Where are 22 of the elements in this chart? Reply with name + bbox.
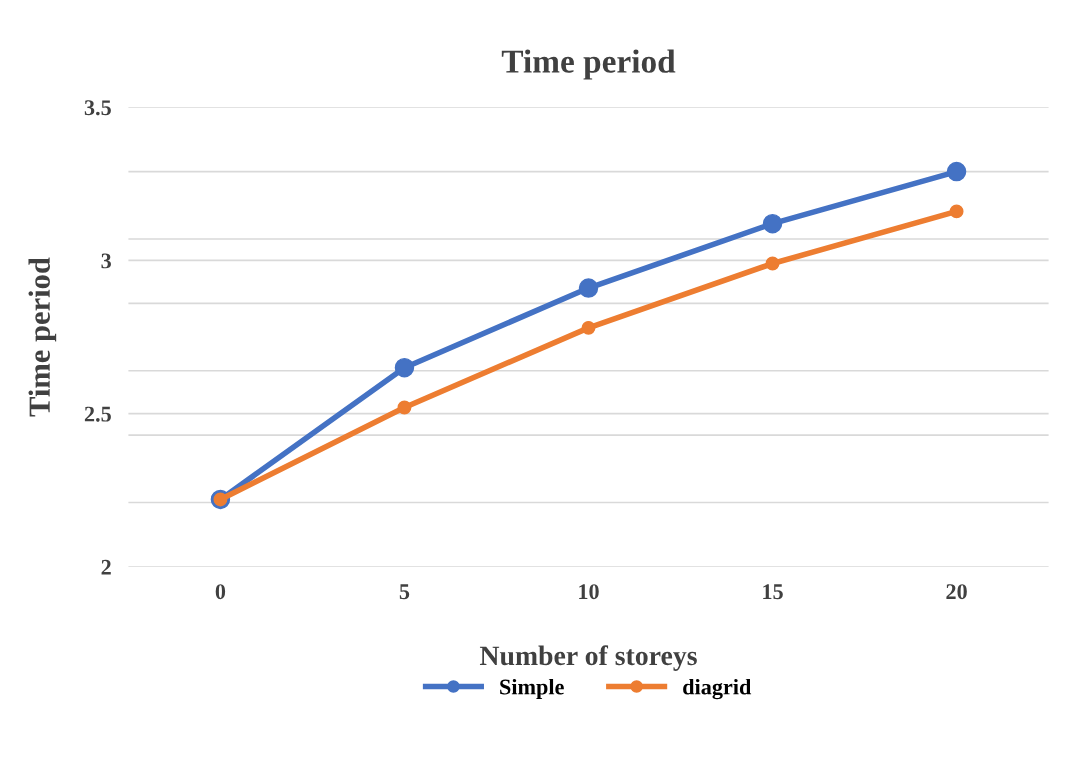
legend-label: Simple [500,678,564,700]
x-tick-label: 20 [946,584,967,600]
y-tick-label: 2 [101,559,111,575]
legend-label: diagrid [683,678,752,700]
x-tick-label: 15 [763,584,783,600]
y-tick-label: 3.5 [84,100,111,116]
x-tick-label: 5 [399,584,410,600]
point [765,256,780,271]
point [946,161,967,182]
point [578,278,599,298]
point [581,320,596,335]
y-tick-label: 2.5 [84,406,111,422]
x-tick-label: 0 [215,584,226,600]
y-axis-title: Time period [28,257,57,417]
point [397,400,412,415]
x-axis-title: Number of storeys [479,645,697,671]
point [394,357,415,378]
point [949,204,964,219]
chart-title: Time period [501,49,676,80]
point [762,213,783,234]
x-tick-label: 10 [579,584,599,600]
y-tick-label: 3 [101,253,111,269]
